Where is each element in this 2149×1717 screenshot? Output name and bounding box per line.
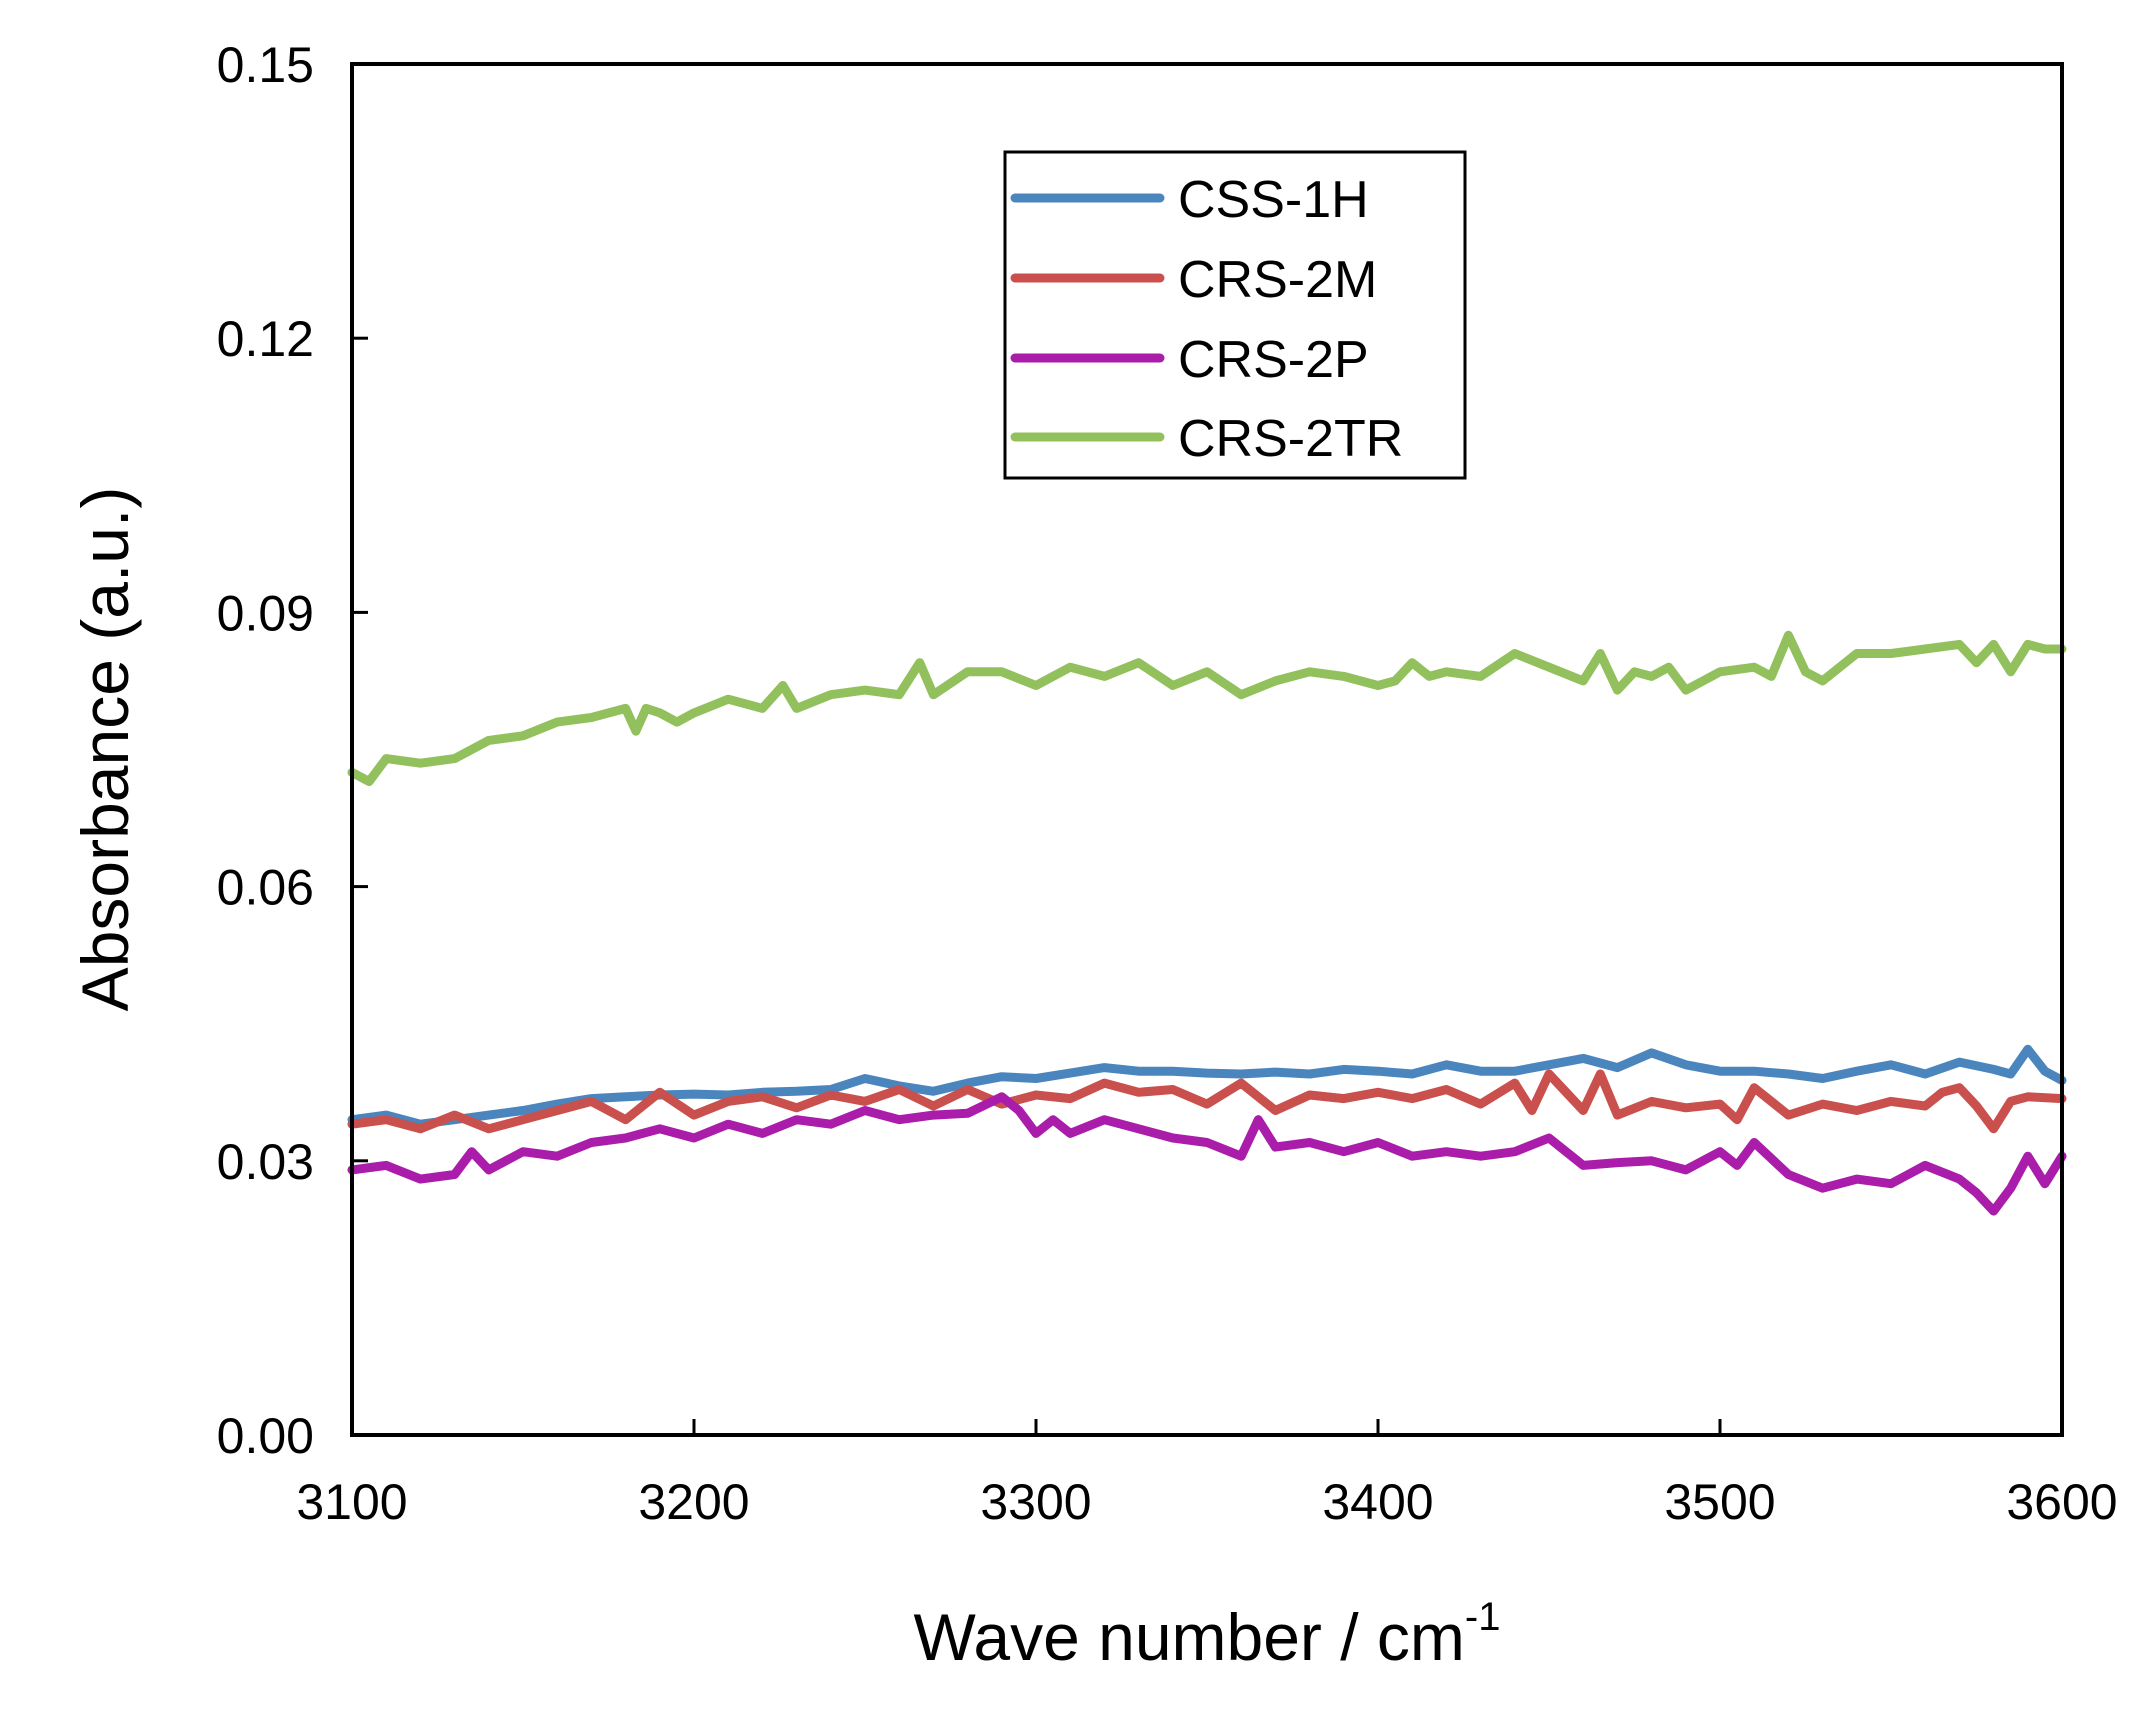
- legend-label-css-1h: CSS-1H: [1178, 171, 1369, 229]
- x-tick-label: 3600: [2006, 1474, 2117, 1530]
- y-tick-label: 0.09: [217, 585, 314, 641]
- x-tick-label: 3300: [980, 1474, 1091, 1530]
- y-tick-label: 0.12: [217, 311, 314, 367]
- plot-frame: [350, 62, 2064, 1437]
- legend-label-crs-2tr: CRS-2TR: [1178, 410, 1403, 468]
- legend-box: [1003, 150, 1467, 480]
- y-tick-label: 0.06: [217, 860, 314, 916]
- series-line-crs-2p: [347, 1092, 2067, 1216]
- legend: CSS-1H CRS-2M CRS-2P CRS-2TR: [1003, 150, 1467, 480]
- y-axis-title: Absorbance (a.u.): [68, 487, 142, 1012]
- x-axis-title: Wave number / cm-1: [914, 1595, 1501, 1674]
- series-line-crs-2m: [347, 1069, 2067, 1134]
- legend-label-crs-2p: CRS-2P: [1178, 331, 1369, 389]
- x-tick-label: 3100: [296, 1474, 407, 1530]
- y-tick-label: 0.15: [217, 37, 314, 93]
- series-layer: [347, 630, 2067, 1216]
- x-tick-label: 3200: [638, 1474, 749, 1530]
- tick-layer: 3100 3200 3300 3400 3500 3600 0.00 0.03 0.06 0.09…: [217, 37, 2118, 1530]
- series-line-css-1h: [347, 1044, 2067, 1129]
- x-tick-label: 3400: [1322, 1474, 1433, 1530]
- series-line-crs-2tr: [347, 630, 2067, 786]
- y-tick-label: 0.03: [217, 1134, 314, 1190]
- x-axis-title-text: Wave number / cm: [914, 1600, 1465, 1674]
- x-tick-label: 3500: [1664, 1474, 1775, 1530]
- y-tick-label: 0.00: [217, 1408, 314, 1464]
- legend-label-crs-2m: CRS-2M: [1178, 251, 1377, 309]
- x-axis-title-superscript: -1: [1465, 1595, 1501, 1639]
